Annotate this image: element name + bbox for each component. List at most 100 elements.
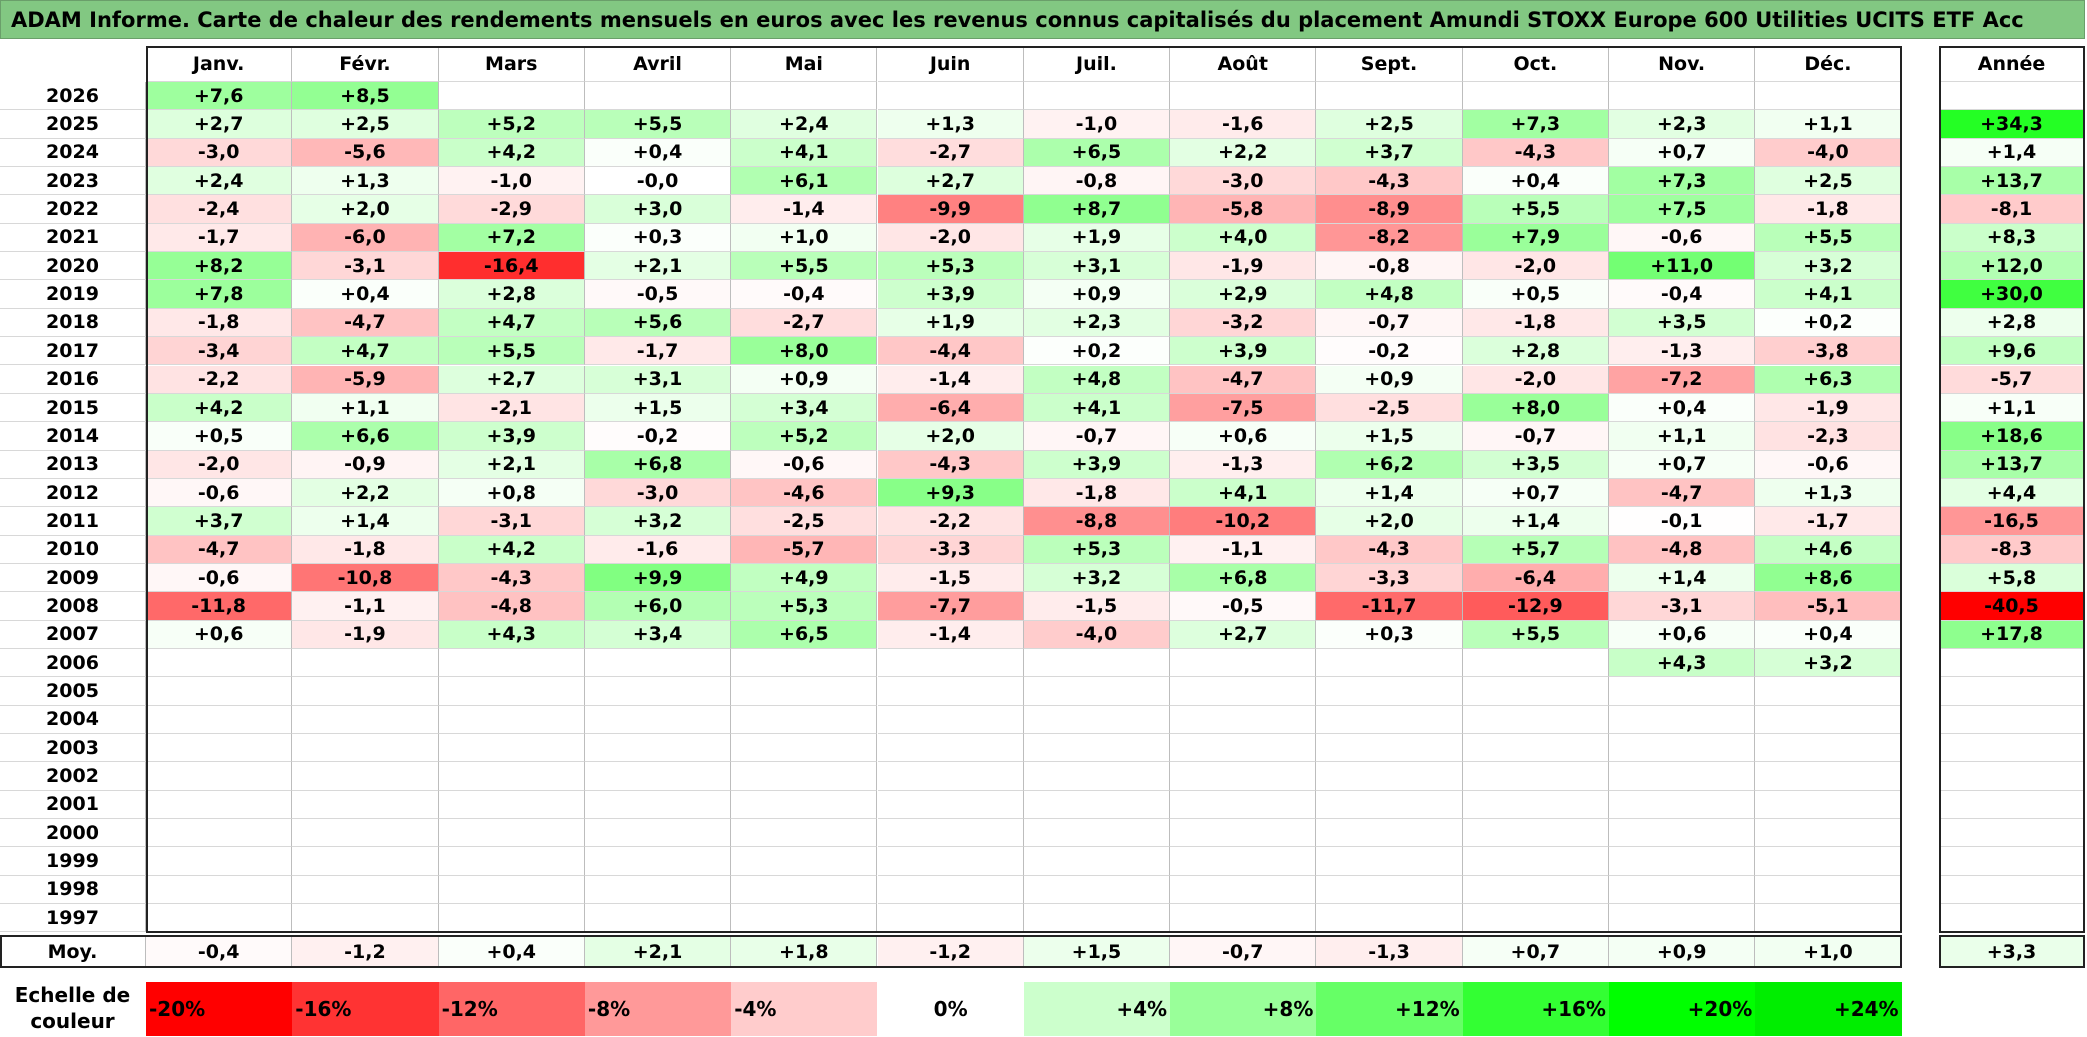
heatmap-cell xyxy=(1755,819,1902,848)
heatmap-cell xyxy=(1755,875,1902,905)
heatmap-cell: -0,6 xyxy=(146,478,293,508)
row-year-label: 2022 xyxy=(0,195,146,224)
annual-cell: +30,0 xyxy=(1939,280,2085,309)
heatmap-cell xyxy=(1462,677,1609,706)
heatmap-cell xyxy=(146,734,293,763)
heatmap-cell xyxy=(1316,677,1463,706)
annual-cell xyxy=(1939,82,2085,111)
month-header: Mars xyxy=(438,46,585,82)
heatmap-cell: +3,2 xyxy=(1023,563,1171,593)
color-scale-swatch: -16% xyxy=(292,982,439,1036)
heatmap-cell: +8,2 xyxy=(146,252,293,281)
heatmap-cell xyxy=(731,762,878,791)
heatmap-cell xyxy=(1170,82,1317,111)
annual-cell xyxy=(1939,904,2085,933)
heatmap-cell: -0,1 xyxy=(1609,507,1756,536)
heatmap-cell: -1,8 xyxy=(1755,195,1902,224)
heatmap-cell xyxy=(146,705,293,735)
heatmap-cell: +7,6 xyxy=(146,82,293,111)
heatmap-cell xyxy=(731,82,878,111)
heatmap-cell: +8,5 xyxy=(292,82,439,111)
row-year-label: 2003 xyxy=(0,734,146,763)
heatmap-cell xyxy=(1609,82,1756,111)
heatmap-cell xyxy=(146,762,293,791)
heatmap-cell: -1,6 xyxy=(1170,110,1317,139)
heatmap-cell: -0,5 xyxy=(1170,592,1317,621)
heatmap-cell: +0,6 xyxy=(146,620,293,649)
heatmap-cell: -1,8 xyxy=(1023,478,1171,508)
heatmap-cell: -0,0 xyxy=(584,167,732,196)
row-year-label: 2012 xyxy=(0,478,146,508)
color-scale-swatch: +12% xyxy=(1316,982,1463,1036)
heatmap-cell xyxy=(1316,819,1463,848)
heatmap-cell xyxy=(146,847,293,876)
heatmap-cell: +0,3 xyxy=(584,223,732,253)
annual-cell: +8,3 xyxy=(1939,223,2085,253)
heatmap-cell xyxy=(731,819,878,848)
heatmap-cell: -3,2 xyxy=(1170,308,1317,338)
average-cell: +1,0 xyxy=(1755,937,1902,967)
heatmap-cell: +8,7 xyxy=(1023,195,1171,224)
heatmap-cell: +1,4 xyxy=(1316,478,1463,508)
heatmap-cell xyxy=(1170,875,1317,905)
heatmap-cell: -0,8 xyxy=(1316,252,1463,281)
heatmap-cell: +11,0 xyxy=(1609,252,1756,281)
heatmap-cell: -4,3 xyxy=(877,450,1024,479)
heatmap-cell: +3,9 xyxy=(1170,337,1317,366)
heatmap-cell xyxy=(1170,705,1317,735)
annual-cell xyxy=(1939,762,2085,791)
heatmap-cell: +3,1 xyxy=(1023,252,1171,281)
heatmap-cell xyxy=(438,875,585,905)
heatmap-cell: -1,3 xyxy=(1609,337,1756,366)
heatmap-cell: +3,5 xyxy=(1609,308,1756,338)
heatmap-cell: +0,3 xyxy=(1316,620,1463,649)
heatmap-cell: -4,7 xyxy=(292,308,439,338)
row-year-label: 2017 xyxy=(0,337,146,366)
heatmap-cell: +2,2 xyxy=(1170,138,1317,168)
heatmap-cell: -1,7 xyxy=(584,337,732,366)
heatmap-cell: -1,8 xyxy=(292,535,439,564)
heatmap-cell xyxy=(877,762,1024,791)
heatmap-cell xyxy=(1023,904,1171,933)
annual-cell: +18,6 xyxy=(1939,422,2085,451)
heatmap-cell: +6,6 xyxy=(292,422,439,451)
month-header: Oct. xyxy=(1462,46,1609,82)
heatmap-cell: +4,8 xyxy=(1023,365,1171,394)
heatmap-cell xyxy=(438,734,585,763)
annual-cell: +34,3 xyxy=(1939,110,2085,139)
heatmap-cell xyxy=(1462,82,1609,111)
heatmap-cell: +2,5 xyxy=(1755,167,1902,196)
heatmap-cell xyxy=(1316,82,1463,111)
heatmap-cell: -0,4 xyxy=(731,280,878,309)
heatmap-cell xyxy=(1609,734,1756,763)
heatmap-cell: -6,4 xyxy=(1462,563,1609,593)
heatmap-cell: +1,9 xyxy=(877,308,1024,338)
heatmap-cell: +1,1 xyxy=(1609,422,1756,451)
heatmap-cell xyxy=(1316,904,1463,933)
heatmap-cell: +2,2 xyxy=(292,478,439,508)
heatmap-cell: -3,4 xyxy=(146,337,293,366)
heatmap-cell: +2,1 xyxy=(438,450,585,479)
heatmap-cell xyxy=(438,762,585,791)
heatmap-cell: -12,9 xyxy=(1462,592,1609,621)
heatmap-cell: -0,2 xyxy=(584,422,732,451)
heatmap-cell: -3,0 xyxy=(146,138,293,168)
heatmap-cell: +2,7 xyxy=(438,365,585,394)
heatmap-cell: +2,8 xyxy=(438,280,585,309)
heatmap-cell: +5,7 xyxy=(1462,535,1609,564)
row-year-label: 2018 xyxy=(0,308,146,338)
heatmap-cell xyxy=(1609,904,1756,933)
heatmap-cell: +2,3 xyxy=(1023,308,1171,338)
row-year-label: 2023 xyxy=(0,167,146,196)
heatmap-cell xyxy=(731,847,878,876)
heatmap-cell: +0,4 xyxy=(292,280,439,309)
heatmap-cell: -1,1 xyxy=(292,592,439,621)
color-scale-swatch: +4% xyxy=(1023,982,1171,1036)
heatmap-cell xyxy=(292,705,439,735)
row-year-label: 2026 xyxy=(0,82,146,111)
heatmap-cell: -1,1 xyxy=(1170,535,1317,564)
month-header: Févr. xyxy=(292,46,439,82)
row-year-label: 2019 xyxy=(0,280,146,309)
heatmap-cell xyxy=(731,790,878,820)
heatmap-cell: +1,3 xyxy=(877,110,1024,139)
